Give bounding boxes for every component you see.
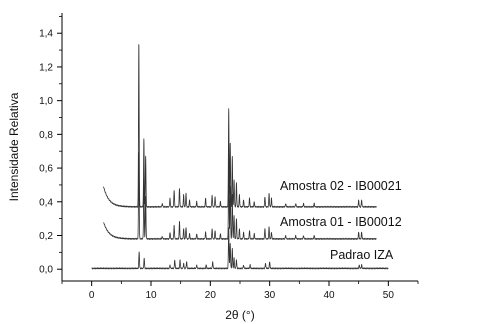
series-line-1 bbox=[91, 227, 389, 270]
series-annotations: Amostra 02 - IB00021 Amostra 01 - IB00012… bbox=[280, 179, 402, 262]
y-tick-label: 1,0 bbox=[39, 96, 53, 107]
y-tick-label: 0,0 bbox=[39, 265, 53, 276]
plot-frame bbox=[61, 13, 418, 282]
x-tick-label: 50 bbox=[383, 290, 395, 301]
series-annotation: Padrao IZA bbox=[330, 248, 394, 262]
y-tick-label: 0,2 bbox=[39, 231, 53, 242]
x-tick-label: 0 bbox=[89, 290, 95, 301]
y-tick-label: 0,4 bbox=[39, 197, 53, 208]
y-tick-label: 1,4 bbox=[39, 29, 53, 40]
y-axis-ticks: 0,0 0,2 0,4 0,6 0,8 1,0 1,2 1,4 bbox=[39, 15, 62, 276]
x-axis-title: 2θ (°) bbox=[225, 308, 254, 322]
series-line-3 bbox=[103, 44, 377, 208]
y-tick-label: 0,6 bbox=[39, 164, 53, 175]
diffraction-traces bbox=[91, 44, 389, 270]
y-tick-label: 1,2 bbox=[39, 62, 53, 73]
x-tick-label: 30 bbox=[264, 290, 276, 301]
series-annotation: Amostra 01 - IB00012 bbox=[280, 215, 402, 229]
x-tick-label: 20 bbox=[205, 290, 217, 301]
x-axis-ticks: 0 10 20 30 40 50 bbox=[61, 281, 419, 301]
x-tick-label: 40 bbox=[323, 290, 335, 301]
y-axis-title: Intensidade Relativa bbox=[7, 92, 21, 201]
x-tick-label: 10 bbox=[145, 290, 157, 301]
series-annotation: Amostra 02 - IB00021 bbox=[280, 179, 402, 193]
y-tick-label: 0,8 bbox=[39, 130, 53, 141]
series-line-2 bbox=[103, 152, 377, 240]
